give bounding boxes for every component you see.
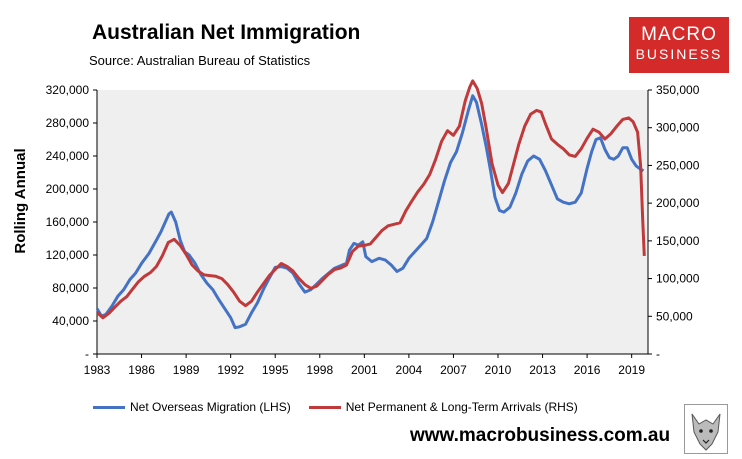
left-axis-ticks: - 40,000 80,000 120,000 160,000 200,000 240,00… [46, 83, 97, 361]
website-url: www.macrobusiness.com.au [410, 425, 671, 446]
y-axis-label: Rolling Annual [12, 148, 29, 253]
right-tick-label: - [656, 347, 660, 361]
left-tick-label: - [85, 347, 89, 361]
x-tick-label: 2016 [574, 363, 601, 377]
left-tick-label: 200,000 [46, 182, 90, 196]
x-tick-label: 1998 [306, 363, 333, 377]
right-tick-label: 100,000 [656, 272, 700, 286]
chart-title: Australian Net Immigration [92, 21, 361, 44]
right-tick-label: 200,000 [656, 196, 700, 210]
x-tick-label: 2019 [618, 363, 645, 377]
x-tick-label: 1986 [128, 363, 155, 377]
plot-area [97, 90, 648, 354]
right-tick-label: 250,000 [656, 158, 700, 172]
chart-legend: Net Overseas Migration (LHS) Net Permane… [93, 400, 596, 414]
left-tick-label: 160,000 [46, 215, 90, 229]
left-tick-label: 80,000 [52, 281, 89, 295]
left-tick-label: 280,000 [46, 116, 90, 130]
left-tick-label: 40,000 [52, 314, 89, 328]
logo-line-2: BUSINESS [635, 46, 723, 62]
logo-line-1: MACRO [641, 24, 717, 45]
x-tick-label: 1989 [173, 363, 200, 377]
macrobusiness-logo: MACRO BUSINESS [629, 17, 729, 73]
legend-item-nom: Net Overseas Migration (LHS) [93, 400, 291, 414]
legend-label-nom: Net Overseas Migration (LHS) [130, 400, 291, 414]
left-tick-label: 320,000 [46, 83, 90, 97]
chart-subtitle: Source: Australian Bureau of Statistics [89, 53, 311, 68]
right-axis-ticks: - 50,000 100,000 150,000 200,000 250,000 300,0… [648, 83, 700, 361]
x-tick-label: 2001 [351, 363, 378, 377]
series-layer [95, 79, 646, 330]
x-tick-label: 2010 [485, 363, 512, 377]
right-tick-label: 300,000 [656, 121, 700, 135]
right-tick-label: 50,000 [656, 309, 693, 323]
line-chart: Rolling Annual - 40,000 80,000 120,000 160,0… [12, 79, 700, 377]
right-tick-label: 150,000 [656, 234, 700, 248]
legend-label-npla: Net Permanent & Long-Term Arrivals (RHS) [345, 400, 578, 414]
series-line-net-permanent-arrivals [95, 79, 646, 320]
wolf-logo-icon [684, 404, 728, 454]
left-tick-label: 240,000 [46, 149, 90, 163]
x-tick-label: 1992 [217, 363, 244, 377]
right-tick-label: 350,000 [656, 83, 700, 97]
left-tick-label: 120,000 [46, 248, 90, 262]
x-tick-label: 2004 [396, 363, 423, 377]
x-tick-label: 1995 [262, 363, 289, 377]
legend-item-npla: Net Permanent & Long-Term Arrivals (RHS) [308, 400, 578, 414]
x-axis-ticks: 1983 1986 1989 1992 1995 1998 2001 2004 2007 2010… [84, 354, 645, 377]
legend-swatch-npla [308, 405, 341, 409]
x-tick-label: 2013 [529, 363, 556, 377]
x-tick-label: 1983 [84, 363, 111, 377]
x-tick-label: 2007 [440, 363, 467, 377]
legend-swatch-nom [93, 405, 125, 409]
